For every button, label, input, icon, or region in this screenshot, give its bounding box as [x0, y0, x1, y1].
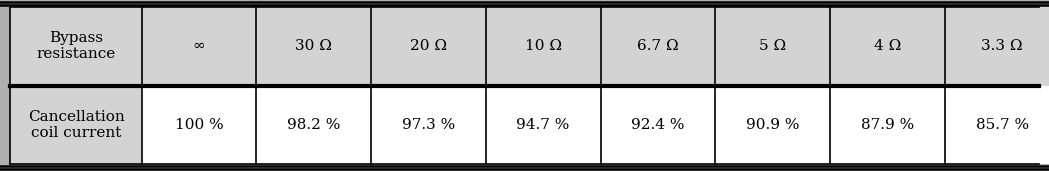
Text: 90.9 %: 90.9 % — [746, 118, 799, 132]
Text: 20 Ω: 20 Ω — [410, 39, 447, 53]
Text: 87.9 %: 87.9 % — [861, 118, 914, 132]
Bar — [830, 86, 945, 164]
Bar — [945, 86, 1049, 164]
Bar — [256, 7, 371, 86]
Bar — [715, 7, 830, 86]
Bar — [715, 86, 830, 164]
Bar — [142, 7, 256, 86]
Bar — [142, 86, 256, 164]
Text: 10 Ω: 10 Ω — [524, 39, 561, 53]
Text: 100 %: 100 % — [174, 118, 223, 132]
Text: Bypass
resistance: Bypass resistance — [37, 31, 115, 61]
Text: 30 Ω: 30 Ω — [295, 39, 333, 53]
Text: ∞: ∞ — [193, 39, 206, 53]
Text: 92.4 %: 92.4 % — [631, 118, 685, 132]
Bar — [486, 7, 600, 86]
Bar — [256, 86, 371, 164]
Bar — [371, 7, 486, 86]
Text: Cancellation
coil current: Cancellation coil current — [27, 110, 125, 140]
Bar — [600, 7, 715, 86]
Bar — [10, 7, 142, 164]
Bar — [486, 86, 600, 164]
Text: 4 Ω: 4 Ω — [874, 39, 901, 53]
Bar — [830, 7, 945, 86]
Bar — [600, 86, 715, 164]
Text: 6.7 Ω: 6.7 Ω — [637, 39, 679, 53]
Text: 98.2 %: 98.2 % — [287, 118, 341, 132]
Text: 97.3 %: 97.3 % — [402, 118, 455, 132]
Text: 85.7 %: 85.7 % — [976, 118, 1029, 132]
Text: 94.7 %: 94.7 % — [516, 118, 570, 132]
Bar — [371, 86, 486, 164]
Text: 5 Ω: 5 Ω — [759, 39, 786, 53]
Text: 3.3 Ω: 3.3 Ω — [982, 39, 1023, 53]
Bar — [945, 7, 1049, 86]
